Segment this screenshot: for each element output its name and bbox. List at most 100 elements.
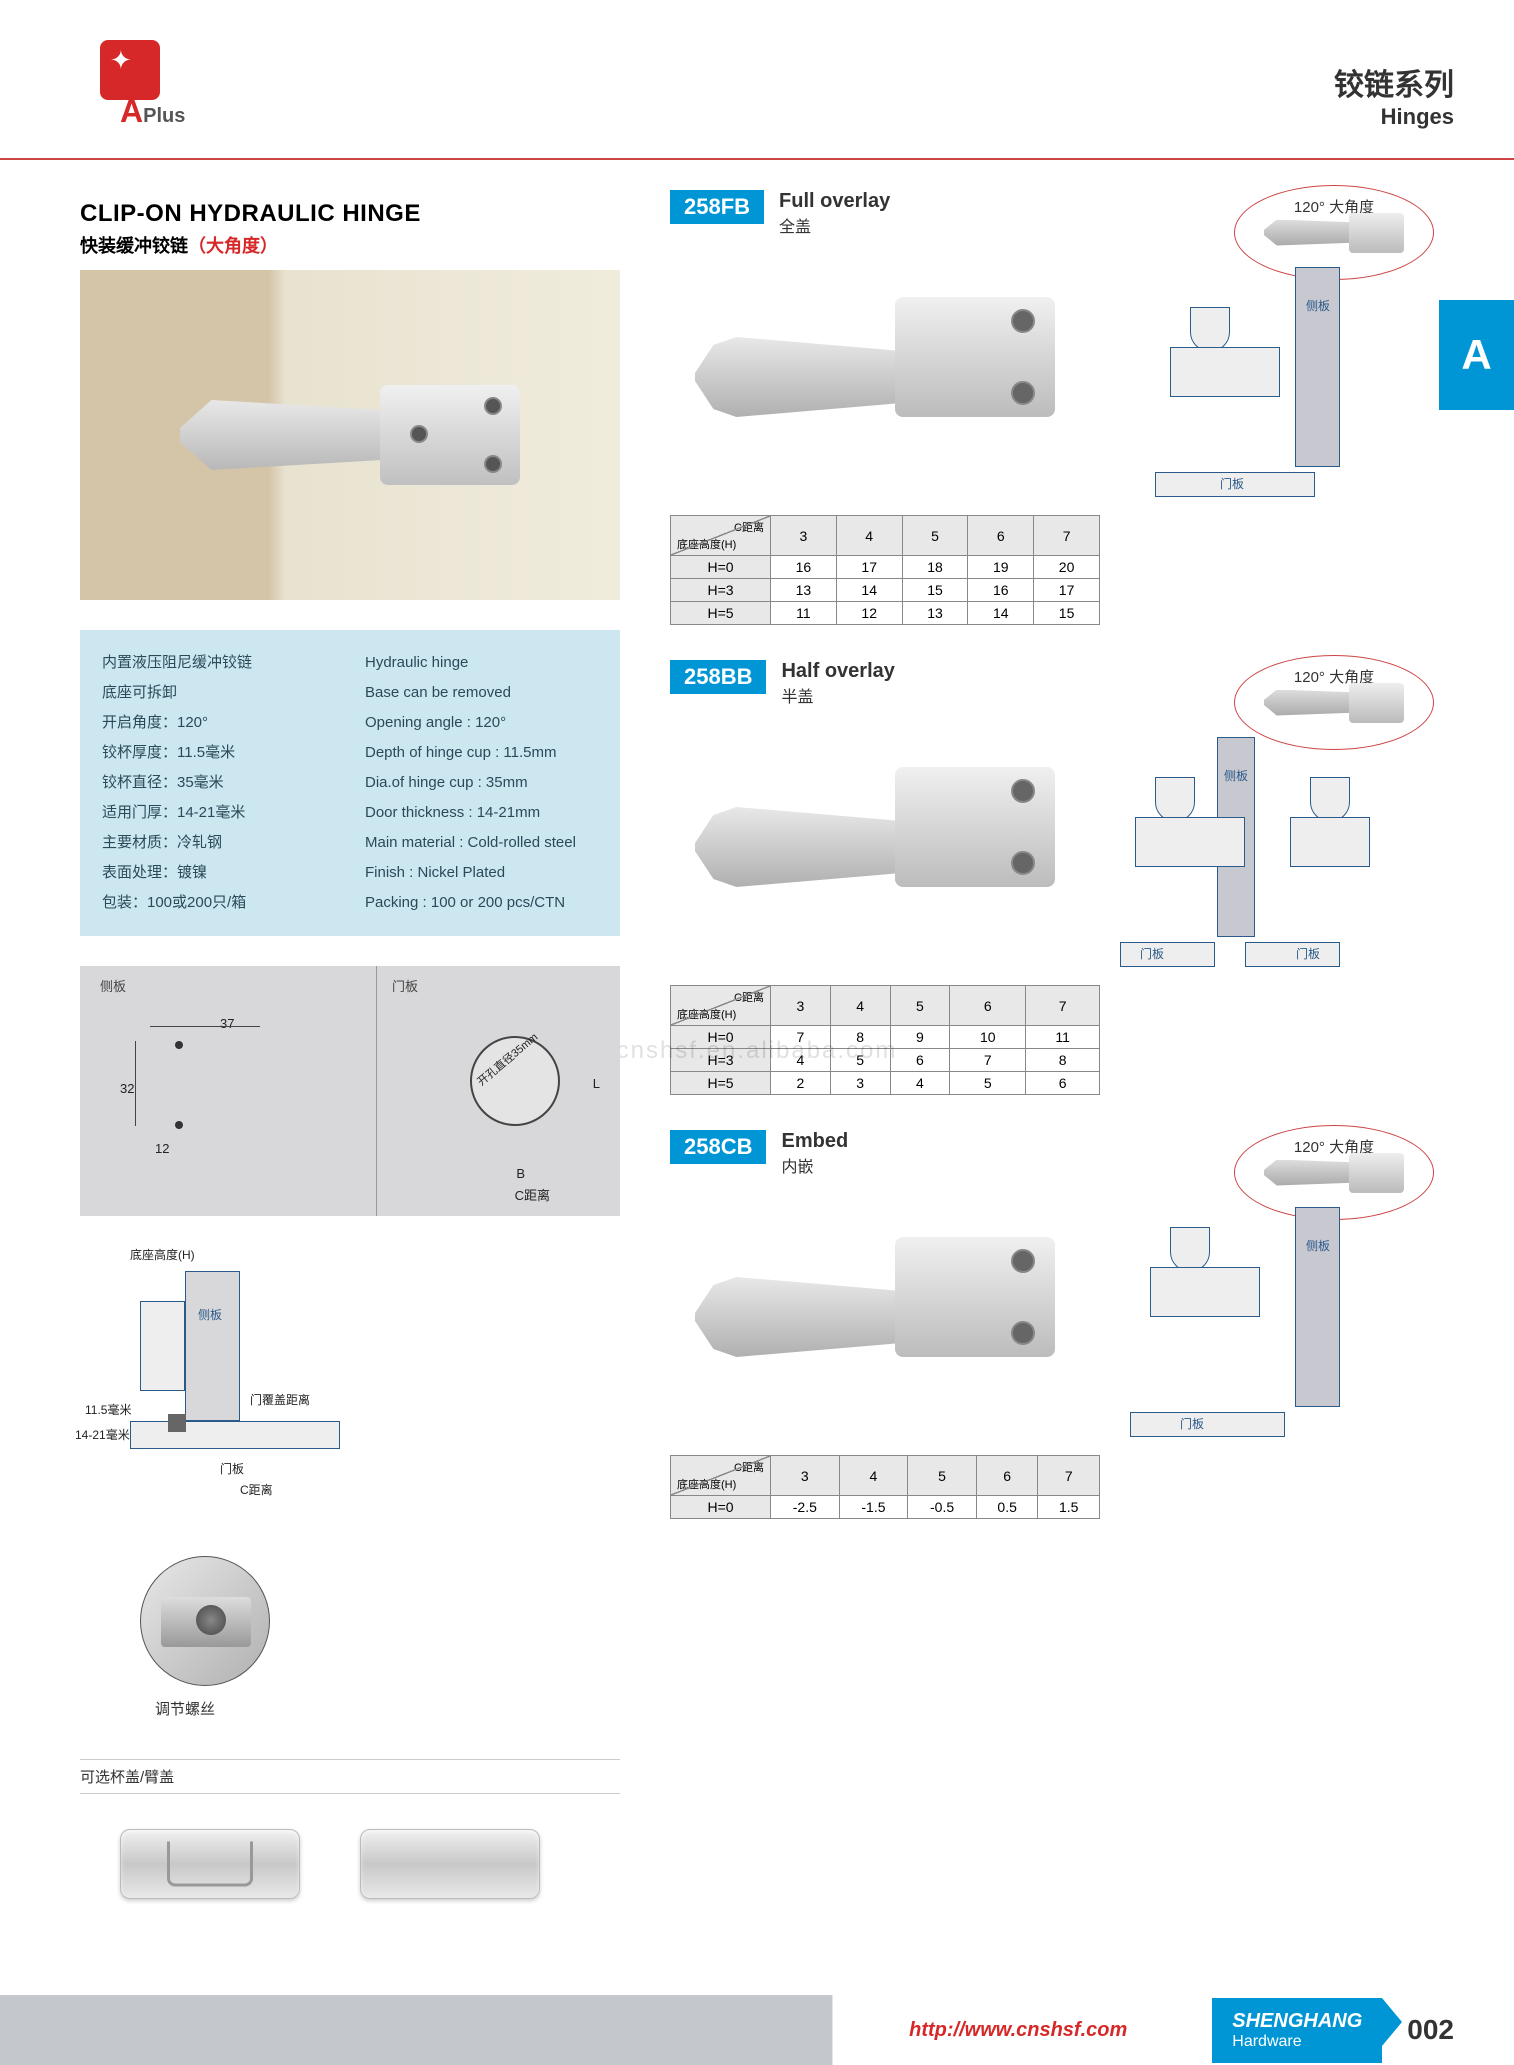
table-cell: 11 bbox=[1026, 1026, 1100, 1049]
dim-line bbox=[135, 1041, 136, 1126]
diag-label-side: 侧板 bbox=[100, 976, 126, 995]
sect-cup bbox=[1170, 1227, 1210, 1272]
table-cell: 4 bbox=[771, 1049, 831, 1072]
sect-door-label: 门板 bbox=[1220, 475, 1244, 492]
product-hero-photo bbox=[80, 270, 620, 600]
section-diagram: 侧板门板门板 bbox=[1120, 717, 1340, 977]
table-cell: 6 bbox=[890, 1049, 950, 1072]
table-col-header: 7 bbox=[1038, 1456, 1100, 1496]
sect-door bbox=[1130, 1412, 1285, 1437]
table-cell: 20 bbox=[1034, 556, 1100, 579]
variants-column: 258FBFull overlay全盖120° 大角度C距离底座高度(H)345… bbox=[670, 180, 1474, 1995]
arm-cover bbox=[360, 1829, 540, 1899]
table-cell: 16 bbox=[771, 556, 837, 579]
table-cell: 13 bbox=[771, 579, 837, 602]
page-number: 002 bbox=[1407, 2014, 1454, 2046]
table-cell: -2.5 bbox=[771, 1496, 840, 1519]
door-outline bbox=[130, 1421, 340, 1449]
dim-12: 12 bbox=[155, 1141, 169, 1156]
screw-hole-icon bbox=[410, 425, 428, 443]
brand-sub: Hardware bbox=[1232, 2033, 1301, 2050]
series-en: Hinges bbox=[1334, 104, 1454, 130]
label-c-dist: C距离 bbox=[240, 1481, 273, 1498]
spec-line: 包装：100或200只/箱 bbox=[102, 888, 335, 918]
logo-star-icon bbox=[100, 40, 160, 100]
table-cell: 18 bbox=[902, 556, 968, 579]
sect-hinge bbox=[1170, 307, 1290, 447]
dim-L: L bbox=[593, 1076, 600, 1091]
table-cell: 3 bbox=[830, 1072, 890, 1095]
dim-37: 37 bbox=[220, 1016, 234, 1031]
table-col-header: 6 bbox=[976, 1456, 1038, 1496]
section-diagram: 侧板门板 bbox=[1120, 247, 1340, 507]
gap-fill bbox=[168, 1414, 186, 1432]
sect-body bbox=[1170, 347, 1280, 397]
variant-block: 258FBFull overlay全盖120° 大角度C距离底座高度(H)345… bbox=[670, 190, 1474, 625]
sect-body bbox=[1135, 817, 1245, 867]
label-door-thick: 14-21毫米 bbox=[75, 1426, 130, 1443]
dim-32: 32 bbox=[120, 1081, 134, 1096]
label-overlap: 门覆盖距离 bbox=[250, 1391, 310, 1408]
table-cell: 16 bbox=[968, 579, 1034, 602]
table-cell: 15 bbox=[902, 579, 968, 602]
hinge-plate bbox=[895, 1237, 1055, 1357]
table-cell: 1.5 bbox=[1038, 1496, 1100, 1519]
diagram-side-view: 侧板 37 32 12 bbox=[80, 966, 377, 1216]
sect-cup bbox=[1310, 777, 1350, 822]
spec-table: C距离底座高度(H)34567H=01617181920H=3131415161… bbox=[670, 515, 1100, 625]
table-cell: 5 bbox=[830, 1049, 890, 1072]
mounting-diagram: 侧板 37 32 12 门板 开孔直径35mm L B bbox=[80, 966, 620, 1216]
spec-line: 底座可拆卸 bbox=[102, 678, 335, 708]
spec-line: Door thickness : 14-21mm bbox=[365, 798, 598, 828]
sect-hinge bbox=[1135, 777, 1255, 917]
table-cell: 5 bbox=[950, 1072, 1026, 1095]
table-col-header: 7 bbox=[1034, 516, 1100, 556]
sect-body bbox=[1290, 817, 1370, 867]
sect-cup bbox=[1190, 307, 1230, 352]
product-title-cn: 快装缓冲铰链（大角度） bbox=[80, 232, 640, 258]
title-cn-highlight: （大角度） bbox=[188, 236, 278, 256]
variant-name-en: Full overlay bbox=[779, 190, 890, 213]
variant-header: 258FBFull overlay全盖120° 大角度 bbox=[670, 190, 1474, 237]
variant-name-cn: 内嵌 bbox=[781, 1153, 848, 1177]
sect-label: 侧板 bbox=[1306, 1237, 1330, 1254]
spec-line: Hydraulic hinge bbox=[365, 648, 598, 678]
product-code-badge: 258FB bbox=[670, 190, 764, 224]
sect-door-label: 门板 bbox=[1140, 945, 1164, 962]
table-col-header: 4 bbox=[839, 1456, 908, 1496]
hinge-outline bbox=[140, 1301, 185, 1391]
variant-photo bbox=[670, 247, 1100, 507]
table-col-header: 3 bbox=[771, 986, 831, 1026]
logo-letter: A bbox=[120, 93, 143, 129]
table-cell: 8 bbox=[1026, 1049, 1100, 1072]
table-cell: 14 bbox=[836, 579, 902, 602]
spec-table: C距离底座高度(H)34567H=0-2.5-1.5-0.50.51.5 bbox=[670, 1455, 1100, 1519]
product-title-en: CLIP-ON HYDRAULIC HINGE bbox=[80, 200, 640, 228]
label-side: 侧板 bbox=[198, 1306, 222, 1323]
series-cn: 铰链系列 bbox=[1334, 60, 1454, 104]
table-cell: 19 bbox=[968, 556, 1034, 579]
table-row-header: H=0 bbox=[671, 1026, 771, 1049]
table-cell: 7 bbox=[771, 1026, 831, 1049]
dim-line bbox=[150, 1026, 260, 1027]
brand-name: SHENGHANG bbox=[1232, 2010, 1362, 2032]
variant-name: Embed内嵌 bbox=[781, 1130, 848, 1177]
label-cup-depth: 11.5毫米 bbox=[85, 1401, 131, 1418]
table-cell: 10 bbox=[950, 1026, 1026, 1049]
sect-hinge bbox=[1250, 777, 1370, 917]
hinge-arm bbox=[695, 337, 925, 417]
variant-block: 258BBHalf overlay半盖120° 大角度C距离底座高度(H)345… bbox=[670, 660, 1474, 1095]
hinge-arm bbox=[180, 400, 390, 470]
screw-head-icon bbox=[196, 1605, 226, 1635]
hinge-arm bbox=[695, 807, 925, 887]
variant-header: 258BBHalf overlay半盖120° 大角度 bbox=[670, 660, 1474, 707]
table-cell: 4 bbox=[890, 1072, 950, 1095]
table-cell: 17 bbox=[836, 556, 902, 579]
detail-caption: 调节螺丝 bbox=[155, 1698, 620, 1719]
spec-line: 开启角度：120° bbox=[102, 708, 335, 738]
footer-brand-badge: SHENGHANG Hardware bbox=[1212, 1998, 1382, 2063]
spec-panel: 内置液压阻尼缓冲铰链底座可拆卸开启角度：120°铰杯厚度：11.5毫米铰杯直径：… bbox=[80, 630, 620, 936]
spec-line: 适用门厚：14-21毫米 bbox=[102, 798, 335, 828]
page-footer: http://www.cnshsf.com SHENGHANG Hardware… bbox=[0, 1995, 1514, 2065]
table-row-header: H=0 bbox=[671, 556, 771, 579]
